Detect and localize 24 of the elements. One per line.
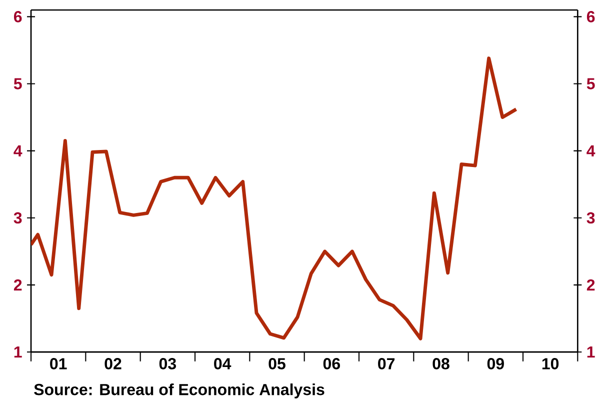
x-tick-label: 08: [432, 358, 450, 370]
x-tick-label: 01: [50, 358, 67, 370]
y-tick-label: 4: [14, 145, 22, 156]
x-tick-label: 02: [104, 358, 122, 370]
x-tick-label: 04: [214, 358, 232, 370]
x-tick-label: 09: [487, 358, 504, 370]
y-tick-label: 1: [14, 346, 22, 358]
y-tick-label: 6: [14, 11, 22, 22]
y2-tick-label: 1: [587, 346, 595, 358]
y2-tick-label: 3: [586, 212, 595, 224]
x-tick-label: 05: [268, 358, 286, 370]
x-tick-label: 10: [542, 358, 559, 370]
y2-tick-label: 6: [586, 11, 595, 22]
y-tick-label: 2: [14, 279, 22, 291]
y-tick-label: 5: [14, 78, 22, 90]
x-tick-label: 06: [323, 358, 340, 370]
line-series: [31, 56, 518, 340]
y-tick-label: 3: [14, 212, 22, 224]
source-note: Source: Bureau of Economic Analysis: [34, 383, 324, 398]
x-tick-label: 03: [159, 358, 176, 370]
y2-tick-label: 5: [586, 78, 595, 90]
y2-tick-label: 2: [586, 279, 595, 291]
x-tick-label: 07: [378, 358, 395, 370]
y2-tick-label: 4: [586, 145, 596, 156]
